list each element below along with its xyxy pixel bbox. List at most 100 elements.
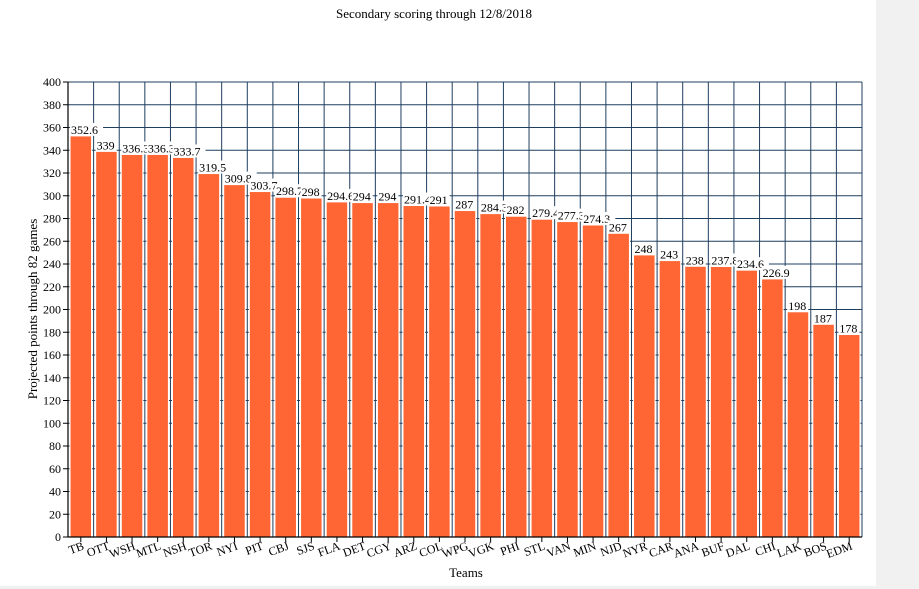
bar xyxy=(556,221,579,538)
y-tick-label: 360 xyxy=(43,121,61,135)
x-tick-label: STL xyxy=(522,539,547,559)
data-label: 303.7 xyxy=(250,179,277,193)
axes xyxy=(67,82,862,538)
bar xyxy=(402,205,426,538)
y-axis-title: Projected points through 82 games xyxy=(25,219,40,400)
data-label-background xyxy=(121,141,155,155)
data-label-background xyxy=(735,257,769,271)
data-label-background xyxy=(659,247,681,261)
x-tick-label: SJS xyxy=(295,539,317,558)
y-tick-label: 380 xyxy=(43,98,61,112)
y-tick-label: 260 xyxy=(43,234,61,248)
data-label-background xyxy=(274,184,308,198)
bar xyxy=(146,153,169,538)
y-tick-label: 80 xyxy=(49,439,61,453)
data-label-background xyxy=(249,178,283,192)
y-tick-label: 220 xyxy=(43,280,61,294)
y-tick-label: 140 xyxy=(43,371,61,385)
bar xyxy=(735,269,758,538)
data-label: 287 xyxy=(455,198,473,212)
data-label-background xyxy=(70,122,104,136)
data-label-background xyxy=(95,138,117,152)
x-tick-label: PHI xyxy=(498,539,521,559)
bar xyxy=(300,197,323,538)
data-label: 178 xyxy=(839,322,857,336)
x-tick-label: EDM xyxy=(824,539,854,561)
y-tick-label: 340 xyxy=(43,143,61,157)
data-label: 238 xyxy=(686,253,704,267)
data-label-background xyxy=(787,298,809,312)
chart-title: Secondary scoring through 12/8/2018 xyxy=(336,6,532,21)
y-axis-ticks: 0 20 40 60 80 100 120 140 160 180 200 220 240 260 280 3… xyxy=(43,75,68,544)
x-tick-label: ANA xyxy=(671,539,701,561)
data-label: 291.4 xyxy=(404,193,431,207)
bar xyxy=(709,266,733,538)
data-label-background xyxy=(838,321,860,335)
data-label: 294 xyxy=(353,190,371,204)
data-label: 248 xyxy=(635,242,653,256)
data-label-background xyxy=(146,141,180,155)
data-label: 237.8 xyxy=(711,254,738,268)
data-label: 198 xyxy=(788,299,806,313)
bar xyxy=(172,156,195,538)
y-tick-label: 40 xyxy=(49,485,61,499)
x-tick-label: ARZ xyxy=(391,539,418,560)
data-label: 294 xyxy=(378,190,396,204)
y-tick-label: 100 xyxy=(43,416,61,430)
bar xyxy=(69,135,93,538)
bar xyxy=(120,153,144,538)
bar xyxy=(761,278,784,538)
bar xyxy=(248,191,272,538)
x-tick-label: LAK xyxy=(775,539,803,561)
data-label-background xyxy=(377,189,399,203)
y-tick-label: 300 xyxy=(43,189,61,203)
bar xyxy=(453,210,477,538)
data-label: 291 xyxy=(430,193,448,207)
data-label: 298.7 xyxy=(276,184,303,198)
y-tick-label: 200 xyxy=(43,303,61,317)
y-tick-label: 120 xyxy=(43,394,61,408)
data-label-background xyxy=(761,265,795,279)
data-label: 319.5 xyxy=(199,161,226,175)
data-label-background xyxy=(326,188,360,202)
bar xyxy=(607,232,630,538)
x-tick-label: VGK xyxy=(466,539,496,561)
data-label-background xyxy=(351,189,373,203)
y-tick-label: 180 xyxy=(43,325,61,339)
data-label-background xyxy=(812,311,834,325)
bar xyxy=(351,202,374,538)
data-label: 267 xyxy=(609,220,627,234)
x-tick-label: MTL xyxy=(134,539,163,561)
window-gutter-bottom xyxy=(0,586,919,589)
data-label: 274.3 xyxy=(583,212,610,226)
x-axis-title: Teams xyxy=(449,565,483,580)
data-label: 339 xyxy=(97,138,115,152)
x-tick-label: NSH xyxy=(161,539,189,560)
bar xyxy=(633,254,656,538)
bar xyxy=(658,260,682,538)
data-label: 352.6 xyxy=(71,123,98,137)
y-tick-label: 400 xyxy=(43,75,61,89)
bar xyxy=(530,218,554,538)
data-label: 187 xyxy=(814,311,832,325)
bar xyxy=(812,323,835,538)
data-label: 309.8 xyxy=(225,172,252,186)
bar xyxy=(223,184,246,538)
bar xyxy=(786,311,810,538)
bar xyxy=(376,202,400,538)
x-tick-label: CHI xyxy=(753,539,777,559)
x-tick-label: TOR xyxy=(187,539,214,560)
x-tick-label: CGY xyxy=(365,539,394,561)
data-label: 298 xyxy=(302,185,320,199)
data-label-background xyxy=(505,203,527,217)
bar xyxy=(581,224,605,538)
bar xyxy=(274,196,297,538)
y-tick-label: 60 xyxy=(49,462,61,476)
data-label-background xyxy=(556,208,590,222)
bar xyxy=(325,201,349,538)
x-tick-label: BUF xyxy=(699,539,726,560)
data-label-background xyxy=(198,160,232,174)
x-tick-label: WSH xyxy=(107,539,137,561)
